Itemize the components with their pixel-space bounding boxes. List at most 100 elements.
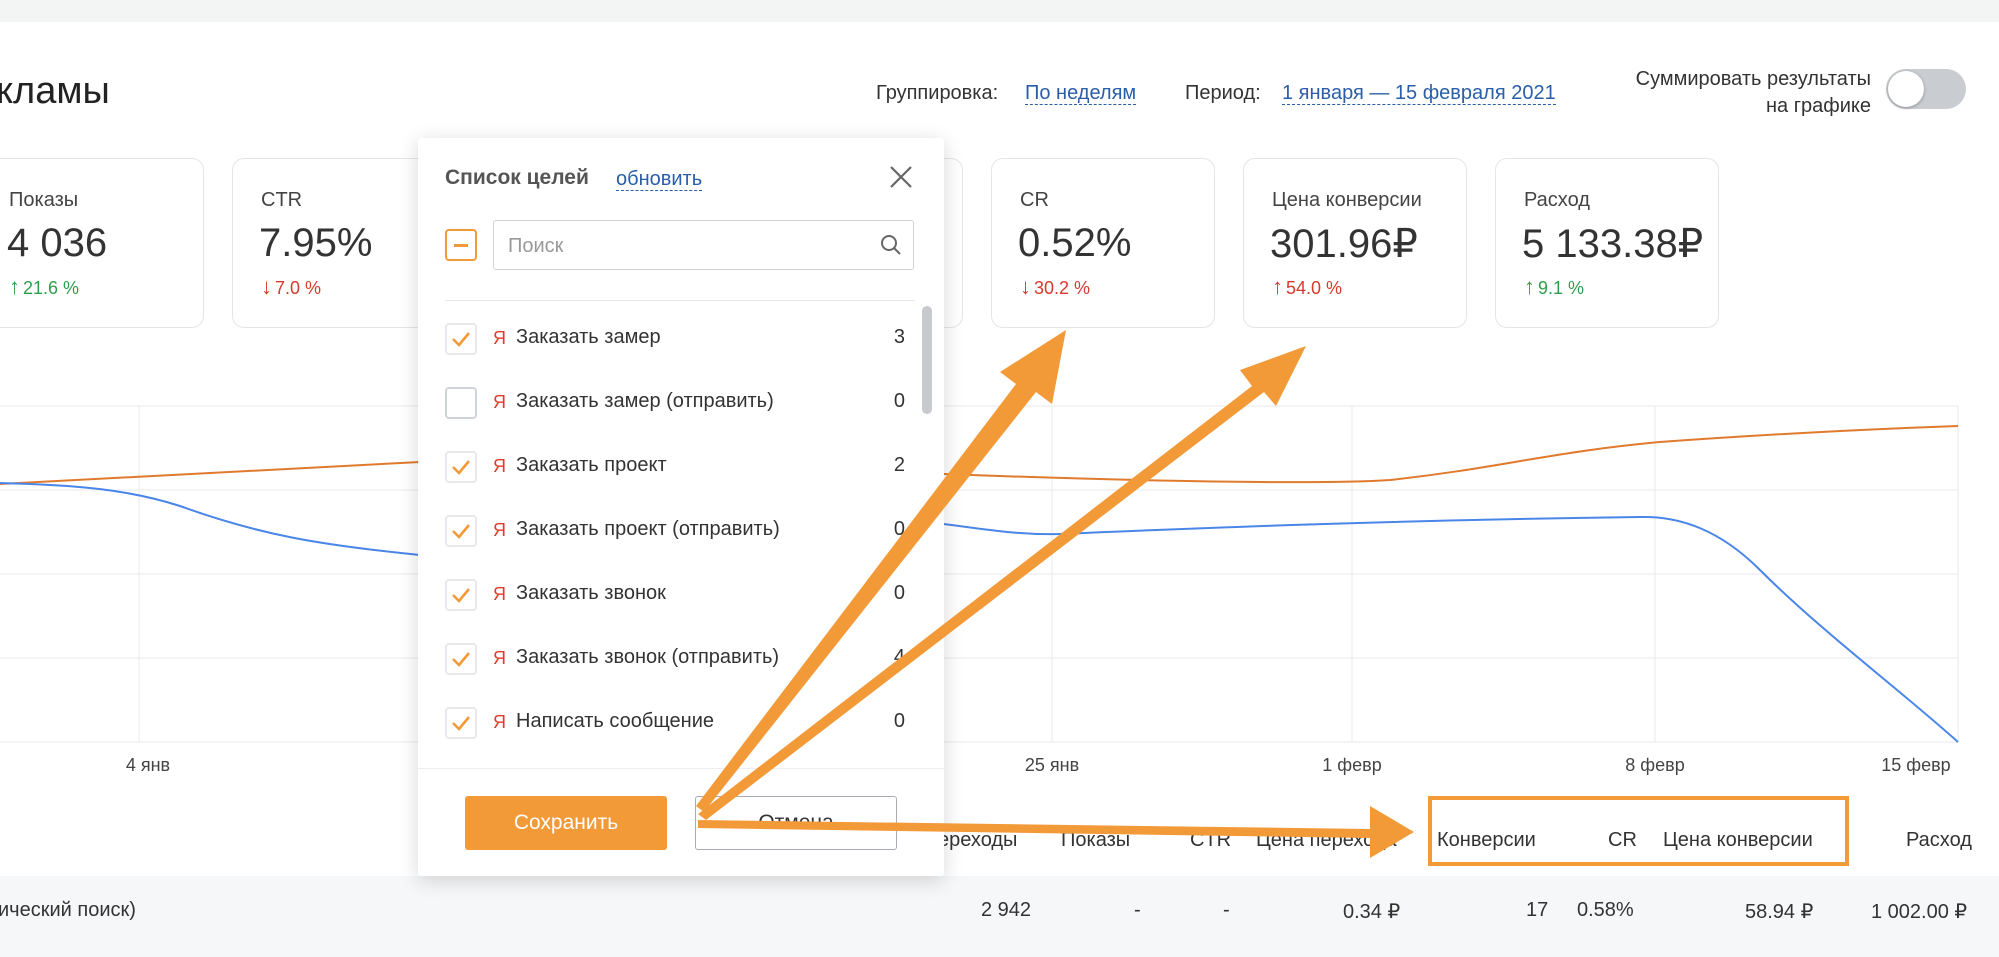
metric-card-spend[interactable]: Расход 5 133.38₽ ↑ 9.1 % <box>1495 158 1719 328</box>
scrollbar-thumb[interactable] <box>922 306 932 414</box>
col-header-conversions[interactable]: Конверсии <box>1437 829 1536 851</box>
goal-checkbox[interactable] <box>445 323 477 355</box>
x-axis-ticks: 4 янв 25 янв 1 февр 8 февр 15 февр <box>126 755 1951 775</box>
goal-count: 0 <box>893 390 905 412</box>
goal-item[interactable]: Я Заказать замер 3 <box>445 314 915 364</box>
chart-grid <box>0 405 1959 743</box>
col-header-cr[interactable]: CR <box>1608 829 1637 851</box>
top-strip <box>0 0 1999 22</box>
yandex-icon: Я <box>493 648 506 668</box>
goal-checkbox[interactable] <box>445 707 477 739</box>
arrow-up-icon: ↑ <box>1524 274 1535 299</box>
cell-clicks: 2 942 <box>981 899 1032 921</box>
goal-count: 2 <box>893 454 905 476</box>
row-name: ический поиск) <box>0 899 136 921</box>
arrow-down-icon: ↓ <box>1020 274 1031 299</box>
search-icon[interactable] <box>879 233 903 257</box>
goal-checkbox[interactable] <box>445 451 477 483</box>
series-line-blue <box>0 482 1959 743</box>
col-header-impressions[interactable]: Показы <box>1061 829 1131 851</box>
metric-label: Расход <box>1524 189 1590 211</box>
col-header-conversion-price[interactable]: Цена конверсии <box>1663 829 1813 851</box>
col-header-ctr[interactable]: CTR <box>1190 829 1232 851</box>
goal-item[interactable]: Я Написать сообщение 0 <box>445 698 915 748</box>
close-icon[interactable] <box>886 162 916 192</box>
list-divider <box>445 300 915 301</box>
col-header-clicks[interactable]: ереходы <box>938 829 1018 851</box>
x-tick-label: 1 февр <box>1322 755 1381 775</box>
metric-delta-value: 21.6 % <box>23 278 80 298</box>
goal-name: Заказать замер (отправить) <box>516 390 774 412</box>
cell-impressions: - <box>1134 899 1141 921</box>
metric-value: 0.52% <box>1018 221 1132 265</box>
goal-count: 0 <box>893 582 905 604</box>
indeterminate-dash-icon <box>454 244 468 247</box>
metric-label: Цена конверсии <box>1272 189 1422 211</box>
goal-item[interactable]: Я Заказать замер (отправить) 0 <box>445 378 915 428</box>
goal-name: Заказать проект <box>516 454 667 476</box>
goal-checkbox[interactable] <box>445 387 477 419</box>
col-header-click-price[interactable]: Цена перехода <box>1256 829 1397 851</box>
metric-value: 5 133.38₽ <box>1522 222 1704 266</box>
metric-card-conversion-price[interactable]: Цена конверсии 301.96₽ ↑ 54.0 % <box>1243 158 1467 328</box>
sum-results-toggle[interactable] <box>1886 69 1966 109</box>
goal-name: Заказать звонок <box>516 582 666 604</box>
goal-name: Заказать звонок (отправить) <box>516 646 780 668</box>
cell-cr: 0.58% <box>1577 899 1634 921</box>
check-icon <box>452 588 470 603</box>
goal-checkbox[interactable] <box>445 643 477 675</box>
metric-delta: ↓ 7.0 % <box>261 274 321 300</box>
goal-item[interactable]: Я Заказать звонок (отправить) 4 <box>445 634 915 684</box>
goal-count: 3 <box>893 326 905 348</box>
metric-value: 4 036 <box>7 221 108 265</box>
sum-label-line2: на графике <box>1766 95 1871 117</box>
metric-value: 301.96₽ <box>1270 222 1418 266</box>
save-button[interactable]: Сохранить <box>465 796 667 850</box>
modal-title: Список целей <box>445 166 589 189</box>
x-tick-label: 8 февр <box>1625 755 1684 775</box>
line-chart: 4 янв 25 янв 1 февр 8 февр 15 февр <box>0 405 1959 775</box>
footer-divider <box>418 768 944 769</box>
refresh-link[interactable]: обновить <box>616 168 703 191</box>
goal-name: Заказать проект (отправить) <box>516 518 780 540</box>
x-tick-label: 4 янв <box>126 755 170 775</box>
x-tick-label: 15 февр <box>1881 755 1950 775</box>
toggle-knob <box>1888 71 1924 107</box>
select-all-checkbox[interactable] <box>445 229 477 261</box>
goal-count: 4 <box>893 646 905 668</box>
cancel-button[interactable]: Отмена <box>695 796 897 850</box>
cell-ctr: - <box>1223 899 1230 921</box>
search-field[interactable] <box>493 220 914 271</box>
cell-conversion-price: 58.94 ₽ <box>1745 901 1814 923</box>
goal-name: Заказать замер <box>516 326 661 348</box>
goal-count: 0 <box>893 710 905 732</box>
x-tick-label: 25 янв <box>1025 755 1079 775</box>
yandex-icon: Я <box>493 456 506 476</box>
table-row[interactable] <box>0 876 1999 957</box>
goals-list: Я Заказать замер 3 Я Заказать замер (отп… <box>445 301 915 761</box>
metric-value: 7.95% <box>259 221 373 265</box>
metric-delta: ↑ 9.1 % <box>1524 274 1584 300</box>
metric-label: CR <box>1020 189 1049 211</box>
page-title: кламы <box>0 70 110 112</box>
goal-item[interactable]: Я Заказать проект 2 <box>445 442 915 492</box>
goal-item[interactable]: Я Заказать проект (отправить) 0 <box>445 506 915 556</box>
cell-conversions: 17 <box>1526 899 1549 921</box>
grouping-select[interactable]: По неделям <box>1025 82 1137 105</box>
goal-checkbox[interactable] <box>445 579 477 611</box>
metric-delta: ↓ 30.2 % <box>1020 274 1090 300</box>
metric-card-impressions[interactable]: Показы 4 036 ↑ 21.6 % <box>0 158 204 328</box>
metric-delta: ↑ 54.0 % <box>1272 274 1342 300</box>
goals-modal: Список целей обновить Я Заказать замер 3… <box>418 138 944 876</box>
metric-card-cr[interactable]: CR 0.52% ↓ 30.2 % <box>991 158 1215 328</box>
yandex-icon: Я <box>493 328 506 348</box>
yandex-icon: Я <box>493 392 506 412</box>
period-select[interactable]: 1 января — 15 февраля 2021 <box>1282 82 1556 105</box>
goal-item[interactable]: Я Заказать звонок 0 <box>445 570 915 620</box>
sum-results-label: Суммировать результаты на графике <box>1591 66 1871 120</box>
goal-checkbox[interactable] <box>445 515 477 547</box>
col-header-spend[interactable]: Расход <box>1906 829 1972 851</box>
cell-click-price: 0.34 ₽ <box>1343 901 1401 923</box>
search-input[interactable] <box>506 221 870 271</box>
metric-delta: ↑ 21.6 % <box>9 274 79 300</box>
